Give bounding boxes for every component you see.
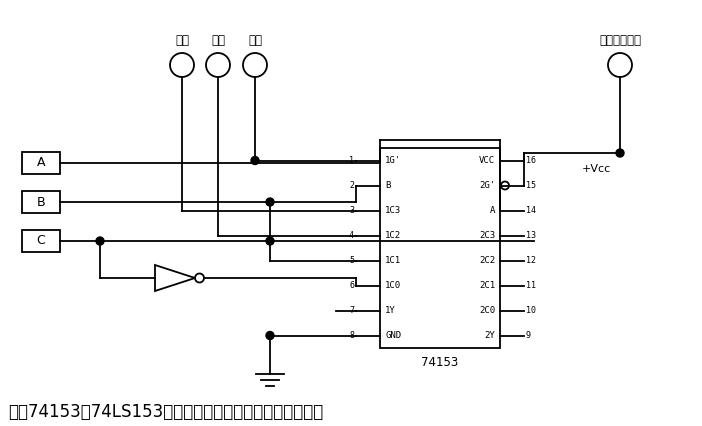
Text: 2Y: 2Y: [484, 331, 495, 340]
Text: 7: 7: [349, 306, 354, 315]
Text: 2: 2: [349, 181, 354, 190]
Circle shape: [266, 331, 274, 340]
Bar: [22, 230, 60, 252]
Text: C: C: [37, 234, 46, 248]
Text: 74153: 74153: [421, 356, 458, 368]
Bar: [380, 148, 500, 348]
Text: 13: 13: [526, 231, 536, 240]
Text: B: B: [385, 181, 390, 190]
Text: VCC: VCC: [479, 156, 495, 165]
Text: +Vcc: +Vcc: [582, 164, 611, 174]
Text: 8: 8: [349, 331, 354, 340]
Text: 基于74153（74LS153）交通灯故障报警电路仿真式接线圖: 基于74153（74LS153）交通灯故障报警电路仿真式接线圖: [8, 403, 323, 421]
Text: A: A: [489, 206, 495, 215]
Circle shape: [266, 198, 274, 206]
Text: 2G': 2G': [479, 181, 495, 190]
Text: 1C2: 1C2: [385, 231, 401, 240]
Text: 1C3: 1C3: [385, 206, 401, 215]
Text: 2C3: 2C3: [479, 231, 495, 240]
Bar: [22, 191, 60, 213]
Circle shape: [206, 53, 230, 77]
Text: 2C1: 2C1: [479, 281, 495, 290]
Text: 1Y: 1Y: [385, 306, 396, 315]
Text: 12: 12: [526, 256, 536, 265]
Circle shape: [243, 53, 267, 77]
Text: 故障报警信号: 故障报警信号: [599, 35, 641, 48]
Text: 9: 9: [526, 331, 531, 340]
Circle shape: [266, 237, 274, 245]
Circle shape: [616, 149, 624, 157]
Circle shape: [608, 53, 632, 77]
Bar: [22, 152, 60, 174]
Text: A: A: [37, 156, 45, 170]
Text: 红灯: 红灯: [248, 35, 262, 48]
Text: 2C2: 2C2: [479, 256, 495, 265]
Text: 黄灯: 黄灯: [211, 35, 225, 48]
Text: 6: 6: [349, 281, 354, 290]
Text: 1C1: 1C1: [385, 256, 401, 265]
Text: 1: 1: [349, 156, 354, 165]
Text: 5: 5: [349, 256, 354, 265]
Circle shape: [195, 273, 204, 282]
Text: 11: 11: [526, 281, 536, 290]
Text: GND: GND: [385, 331, 401, 340]
Text: 2C0: 2C0: [479, 306, 495, 315]
Circle shape: [170, 53, 194, 77]
Circle shape: [96, 237, 104, 245]
Text: B: B: [37, 196, 46, 208]
Text: 3: 3: [349, 206, 354, 215]
Text: 14: 14: [526, 206, 536, 215]
Text: 绿灯: 绿灯: [175, 35, 189, 48]
Text: 4: 4: [349, 231, 354, 240]
Circle shape: [251, 156, 259, 164]
Text: 15: 15: [526, 181, 536, 190]
Text: 1G': 1G': [385, 156, 401, 165]
Text: 10: 10: [526, 306, 536, 315]
Polygon shape: [155, 265, 195, 291]
Circle shape: [501, 181, 509, 190]
Text: 16: 16: [526, 156, 536, 165]
Text: 1C0: 1C0: [385, 281, 401, 290]
